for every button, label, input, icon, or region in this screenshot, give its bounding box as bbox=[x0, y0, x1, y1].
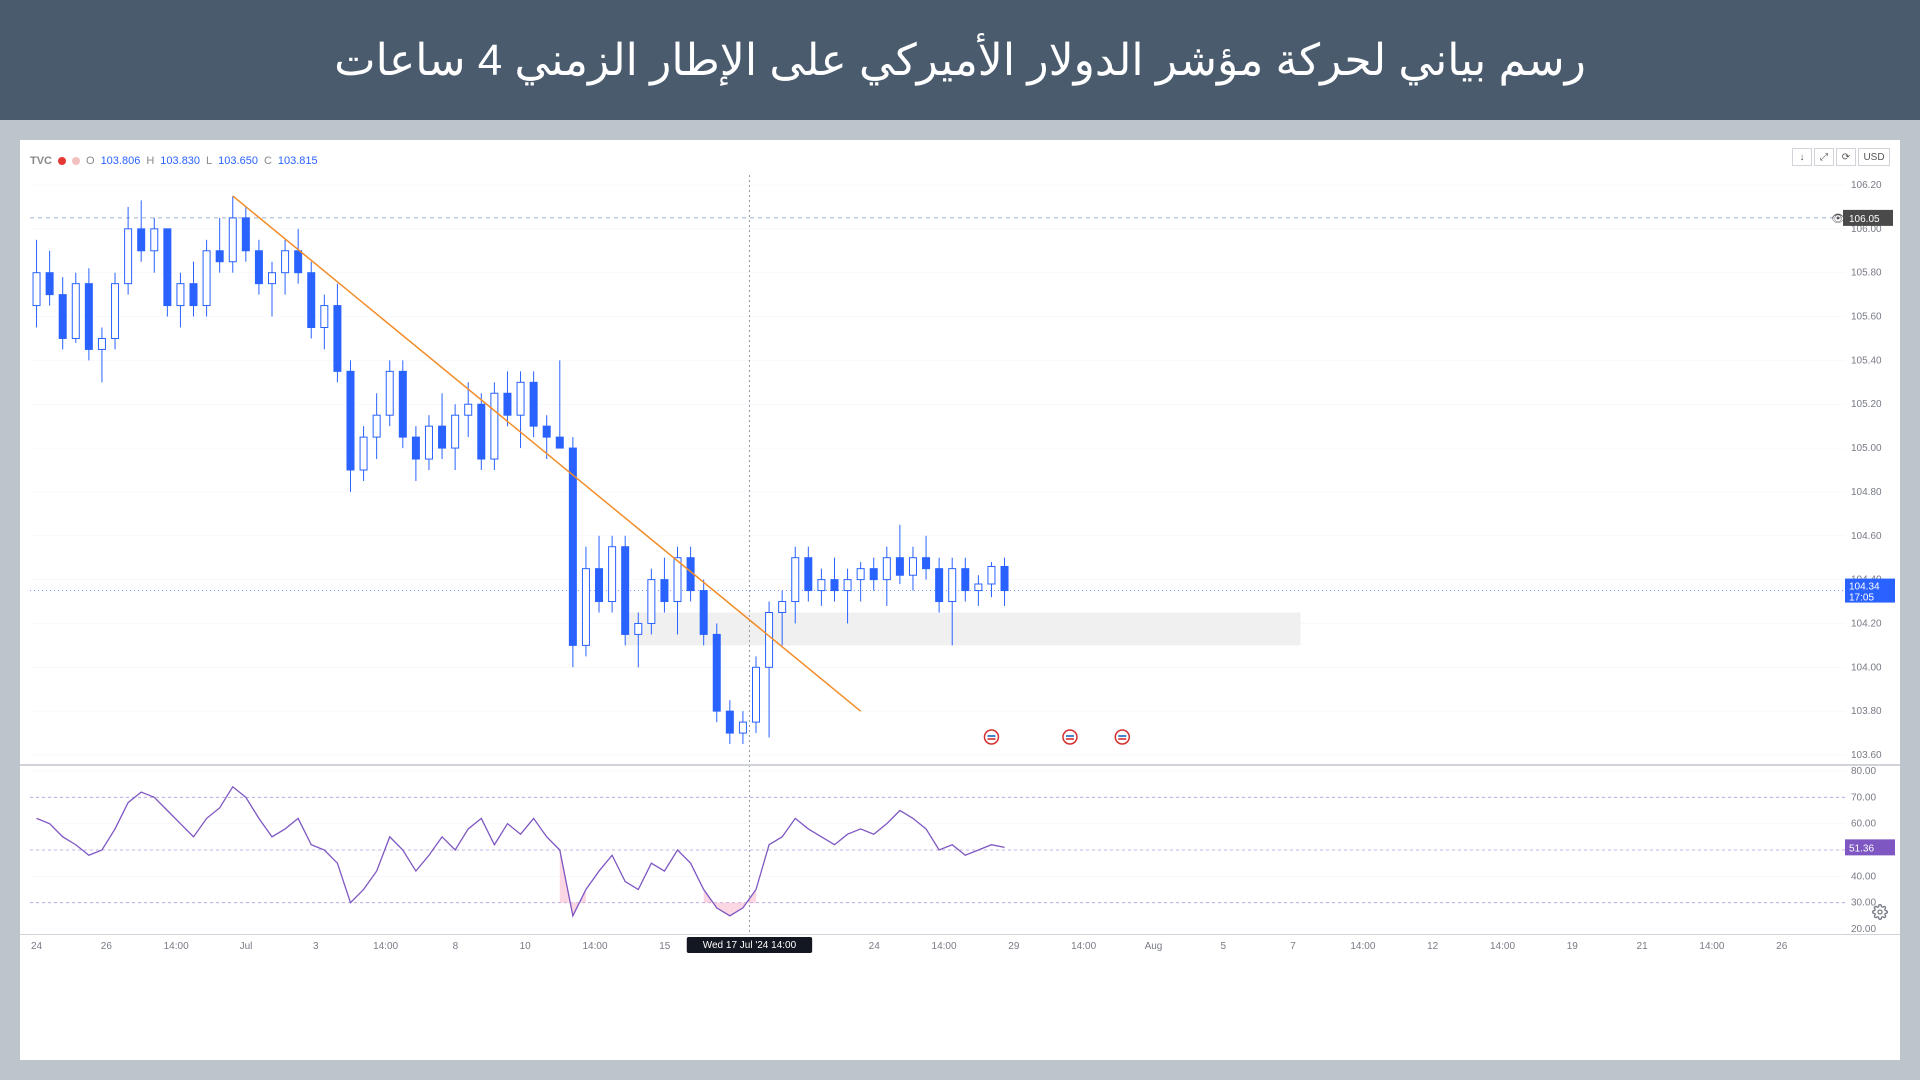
svg-text:14:00: 14:00 bbox=[582, 941, 607, 952]
ohlc-info-bar: TVC O 103.806 H 103.830 L 103.650 C 103.815 bbox=[30, 155, 318, 167]
svg-text:14:00: 14:00 bbox=[373, 941, 398, 952]
svg-text:104.00: 104.00 bbox=[1851, 662, 1882, 673]
chart-container: TVC O103.806 H103.830 L103.650 C103.815 … bbox=[0, 120, 1920, 1080]
svg-text:80.00: 80.00 bbox=[1851, 766, 1876, 777]
rsi-chart[interactable]: 80.0070.0060.0050.0040.0030.0020.0051.36 bbox=[20, 765, 1900, 935]
time-axis[interactable]: 242614:00Jul314:0081014:0015222414:00291… bbox=[20, 935, 1900, 965]
title-text: رسم بياني لحركة مؤشر الدولار الأميركي عل… bbox=[334, 35, 1586, 86]
svg-text:14:00: 14:00 bbox=[1699, 941, 1724, 952]
svg-text:19: 19 bbox=[1567, 941, 1579, 952]
ohlc-c-val: 103.815 bbox=[278, 155, 318, 167]
source-label: TVC bbox=[30, 155, 52, 167]
price-chart[interactable]: 106.20106.00105.80105.60105.40105.20105.… bbox=[20, 175, 1900, 765]
svg-text:20.00: 20.00 bbox=[1851, 924, 1876, 935]
svg-text:5: 5 bbox=[1220, 941, 1226, 952]
svg-text:106.20: 106.20 bbox=[1851, 180, 1882, 191]
svg-text:Jul: Jul bbox=[240, 941, 253, 952]
svg-text:105.80: 105.80 bbox=[1851, 268, 1882, 279]
svg-text:103.80: 103.80 bbox=[1851, 706, 1882, 717]
currency-button[interactable]: USD bbox=[1858, 148, 1890, 166]
ohlc-h-val: 103.830 bbox=[160, 155, 200, 167]
source-dot-red-icon bbox=[58, 157, 66, 165]
svg-text:7: 7 bbox=[1290, 941, 1296, 952]
svg-text:24: 24 bbox=[31, 941, 43, 952]
svg-text:104.80: 104.80 bbox=[1851, 487, 1882, 498]
svg-text:105.20: 105.20 bbox=[1851, 399, 1882, 410]
svg-text:14:00: 14:00 bbox=[1071, 941, 1096, 952]
ohlc-l-val: 103.650 bbox=[218, 155, 258, 167]
svg-text:104.20: 104.20 bbox=[1851, 618, 1882, 629]
svg-text:51.36: 51.36 bbox=[1849, 843, 1874, 854]
ohlc-c-label: C bbox=[264, 155, 272, 167]
chart-toolbar: ↓ ⤢ ⟳ USD bbox=[1792, 148, 1890, 166]
settings-gear-icon[interactable] bbox=[1872, 904, 1888, 920]
svg-text:29: 29 bbox=[1008, 941, 1020, 952]
refresh-button[interactable]: ⟳ bbox=[1836, 148, 1856, 166]
svg-text:12: 12 bbox=[1427, 941, 1439, 952]
svg-text:26: 26 bbox=[1776, 941, 1788, 952]
ohlc-l-label: L bbox=[206, 155, 212, 167]
svg-text:14:00: 14:00 bbox=[164, 941, 189, 952]
svg-text:40.00: 40.00 bbox=[1851, 871, 1876, 882]
chart-canvas[interactable]: TVC O103.806 H103.830 L103.650 C103.815 … bbox=[20, 140, 1900, 1060]
svg-text:14:00: 14:00 bbox=[932, 941, 957, 952]
download-button[interactable]: ↓ bbox=[1792, 148, 1812, 166]
svg-text:Aug: Aug bbox=[1145, 941, 1163, 952]
svg-text:105.40: 105.40 bbox=[1851, 355, 1882, 366]
svg-text:24: 24 bbox=[869, 941, 881, 952]
svg-text:105.00: 105.00 bbox=[1851, 443, 1882, 454]
svg-text:26: 26 bbox=[101, 941, 113, 952]
svg-text:Wed 17 Jul '24 14:00: Wed 17 Jul '24 14:00 bbox=[703, 940, 797, 951]
source-dot-pink-icon bbox=[72, 157, 80, 165]
svg-text:👁: 👁 bbox=[1831, 213, 1845, 225]
svg-text:21: 21 bbox=[1637, 941, 1649, 952]
svg-text:14:00: 14:00 bbox=[1490, 941, 1515, 952]
fullscreen-button[interactable]: ⤢ bbox=[1814, 148, 1834, 166]
svg-text:104.34: 104.34 bbox=[1849, 582, 1880, 593]
svg-text:8: 8 bbox=[453, 941, 459, 952]
svg-text:17:05: 17:05 bbox=[1849, 593, 1874, 604]
ohlc-h-label: H bbox=[146, 155, 154, 167]
svg-text:3: 3 bbox=[313, 941, 319, 952]
svg-text:15: 15 bbox=[659, 941, 671, 952]
svg-text:70.00: 70.00 bbox=[1851, 792, 1876, 803]
svg-text:14:00: 14:00 bbox=[1350, 941, 1375, 952]
ohlc-o-label: O bbox=[86, 155, 95, 167]
svg-text:103.60: 103.60 bbox=[1851, 750, 1882, 761]
svg-text:60.00: 60.00 bbox=[1851, 819, 1876, 830]
svg-text:106.05: 106.05 bbox=[1849, 214, 1880, 225]
svg-text:10: 10 bbox=[520, 941, 532, 952]
ohlc-o-val: 103.806 bbox=[101, 155, 141, 167]
svg-text:105.60: 105.60 bbox=[1851, 312, 1882, 323]
svg-text:104.60: 104.60 bbox=[1851, 531, 1882, 542]
page-title: رسم بياني لحركة مؤشر الدولار الأميركي عل… bbox=[0, 0, 1920, 120]
